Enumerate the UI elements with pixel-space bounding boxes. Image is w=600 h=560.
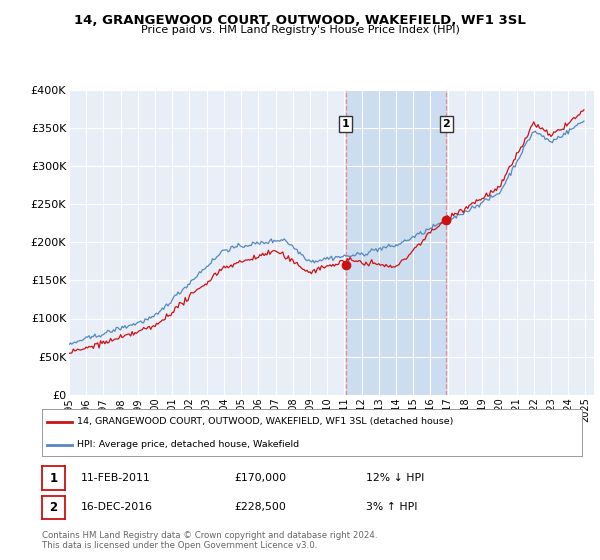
Text: 1: 1: [49, 472, 58, 485]
Text: 14, GRANGEWOOD COURT, OUTWOOD, WAKEFIELD, WF1 3SL: 14, GRANGEWOOD COURT, OUTWOOD, WAKEFIELD…: [74, 14, 526, 27]
Text: 1: 1: [342, 119, 350, 129]
Text: £228,500: £228,500: [234, 502, 286, 512]
Text: 16-DEC-2016: 16-DEC-2016: [81, 502, 153, 512]
Text: 11-FEB-2011: 11-FEB-2011: [81, 473, 151, 483]
Text: 3% ↑ HPI: 3% ↑ HPI: [366, 502, 418, 512]
Text: 14, GRANGEWOOD COURT, OUTWOOD, WAKEFIELD, WF1 3SL (detached house): 14, GRANGEWOOD COURT, OUTWOOD, WAKEFIELD…: [77, 417, 454, 426]
Text: 2: 2: [442, 119, 450, 129]
Text: Contains HM Land Registry data © Crown copyright and database right 2024.
This d: Contains HM Land Registry data © Crown c…: [42, 531, 377, 550]
Text: HPI: Average price, detached house, Wakefield: HPI: Average price, detached house, Wake…: [77, 440, 299, 449]
Bar: [346, 90, 446, 395]
Text: Price paid vs. HM Land Registry's House Price Index (HPI): Price paid vs. HM Land Registry's House …: [140, 25, 460, 35]
Text: 2: 2: [49, 501, 58, 514]
Text: 12% ↓ HPI: 12% ↓ HPI: [366, 473, 424, 483]
Text: £170,000: £170,000: [234, 473, 286, 483]
